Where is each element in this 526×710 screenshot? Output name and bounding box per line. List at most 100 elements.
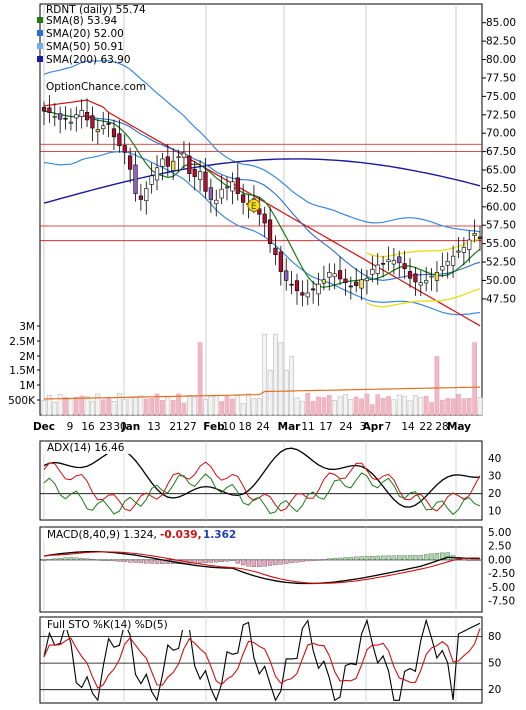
legend-swatch <box>37 30 43 36</box>
volume-bar <box>353 396 359 416</box>
volume-bar <box>68 398 74 416</box>
volume-bar <box>310 401 316 416</box>
candle-body <box>456 250 461 253</box>
price-tick-label: 52.50 <box>486 257 516 269</box>
candle-body <box>364 277 370 282</box>
volume-bar <box>472 342 477 416</box>
candle-body <box>327 272 332 278</box>
candle-body <box>413 273 418 283</box>
volume-bar <box>439 399 445 416</box>
stochastic-d-line <box>43 628 481 689</box>
macd-histogram-bar <box>267 559 273 566</box>
macd-histogram-bar <box>47 559 52 561</box>
x-tick-label: 14 <box>401 421 415 433</box>
volume-bar <box>122 399 128 416</box>
macd-histogram-bar <box>219 559 224 562</box>
bollinger-upper-band <box>43 60 481 233</box>
x-tick-label: 24 <box>256 421 270 433</box>
macd-histogram-bar <box>57 557 63 561</box>
candle-body <box>472 233 477 236</box>
macd-histogram-bar <box>316 559 321 561</box>
candle-body <box>58 113 63 120</box>
macd-histogram-bar <box>246 559 251 567</box>
candle-body <box>375 264 380 274</box>
volume-bar <box>149 397 155 416</box>
candle-body <box>203 171 208 192</box>
candle-body <box>106 122 111 125</box>
x-tick-label: May <box>447 421 471 433</box>
x-tick-label: Dec <box>33 421 55 433</box>
macd-tick-label: 5.00 <box>488 527 511 539</box>
candle-body <box>370 269 375 275</box>
macd-histogram-bar <box>305 559 310 562</box>
candle-body <box>300 292 305 296</box>
candle-body <box>219 188 224 199</box>
x-tick-label: 9 <box>67 421 74 433</box>
volume-bar <box>316 396 321 416</box>
legend-swatch <box>37 17 43 23</box>
x-tick-label: 17 <box>319 421 332 433</box>
price-tick-label: 80.00 <box>486 54 516 66</box>
plus-di-line <box>43 461 481 512</box>
macd-histogram-bar <box>370 555 375 561</box>
macd-histogram-bar <box>467 559 472 561</box>
stochastic-title-bg <box>42 618 192 630</box>
candle-body <box>311 288 316 291</box>
volume-bar <box>208 395 214 416</box>
candle-body <box>467 239 472 250</box>
macd-histogram-bar <box>251 559 257 568</box>
candle-body <box>224 186 230 189</box>
adx-tick-label: 30 <box>488 471 501 483</box>
x-tick-label: 21 <box>169 421 182 433</box>
volume-bar <box>73 396 79 416</box>
price-tick-label: 82.50 <box>486 36 516 48</box>
macd-panel: 5.00 2.500.00 -2.50 -5.00 -7.50 MACD(8,40,9) … <box>39 526 515 613</box>
candle-body <box>154 167 160 181</box>
macd-histogram-bar <box>284 559 289 564</box>
candle-body <box>381 263 386 265</box>
volume-bar <box>326 394 332 416</box>
candle-body <box>424 280 429 284</box>
candle-body <box>111 128 117 138</box>
macd-panel-title: MACD(8,40,9) 1.324, <box>47 529 157 541</box>
x-tick-label: 10 <box>222 421 235 433</box>
macd-histogram-bar <box>289 559 294 564</box>
volume-bar <box>413 395 418 416</box>
volume-bar <box>106 397 111 416</box>
macd-histogram-bar <box>52 558 57 561</box>
macd-histogram-bar <box>122 559 127 563</box>
macd-histogram-bar <box>79 558 84 561</box>
volume-bar <box>321 397 327 416</box>
macd-histogram-bar <box>445 552 450 561</box>
price-tick-label: 70.00 <box>486 128 516 140</box>
adx-title-bg <box>42 442 132 454</box>
macd-histogram-value: -0.039, <box>160 529 202 541</box>
macd-histogram-bar <box>440 552 445 561</box>
volume-bar <box>127 397 133 416</box>
volume-bar <box>456 394 461 416</box>
macd-tick-label: 2.50 <box>488 541 511 553</box>
volume-bar <box>391 399 397 416</box>
volume-bar <box>375 394 381 416</box>
volume-bar <box>63 397 68 416</box>
volume-bar <box>278 342 284 416</box>
adx-tick-label: 20 <box>488 488 501 500</box>
volume-tick-label: 1M <box>19 380 35 392</box>
adx-panel-title: ADX(14) 16.46 <box>47 442 125 454</box>
price-tick-label: 75.00 <box>486 91 516 103</box>
candle-body <box>418 282 423 286</box>
macd-histogram-bar <box>240 559 246 566</box>
macd-histogram-bar <box>332 558 337 561</box>
macd-histogram-bar <box>477 559 483 561</box>
macd-histogram-bar <box>391 555 397 561</box>
volume-bar <box>41 399 47 416</box>
volume-bar <box>402 395 407 416</box>
volume-tick-label: 2.5M <box>9 336 35 348</box>
x-tick-label: 27 <box>183 421 196 433</box>
volume-bar <box>418 397 424 416</box>
candle-body <box>241 194 246 203</box>
candle-body <box>74 114 79 119</box>
macd-histogram-bar <box>423 554 429 561</box>
stochastic-panel-title: Full STO %K(14) %D(5) <box>47 619 168 631</box>
candle-body <box>63 117 68 120</box>
